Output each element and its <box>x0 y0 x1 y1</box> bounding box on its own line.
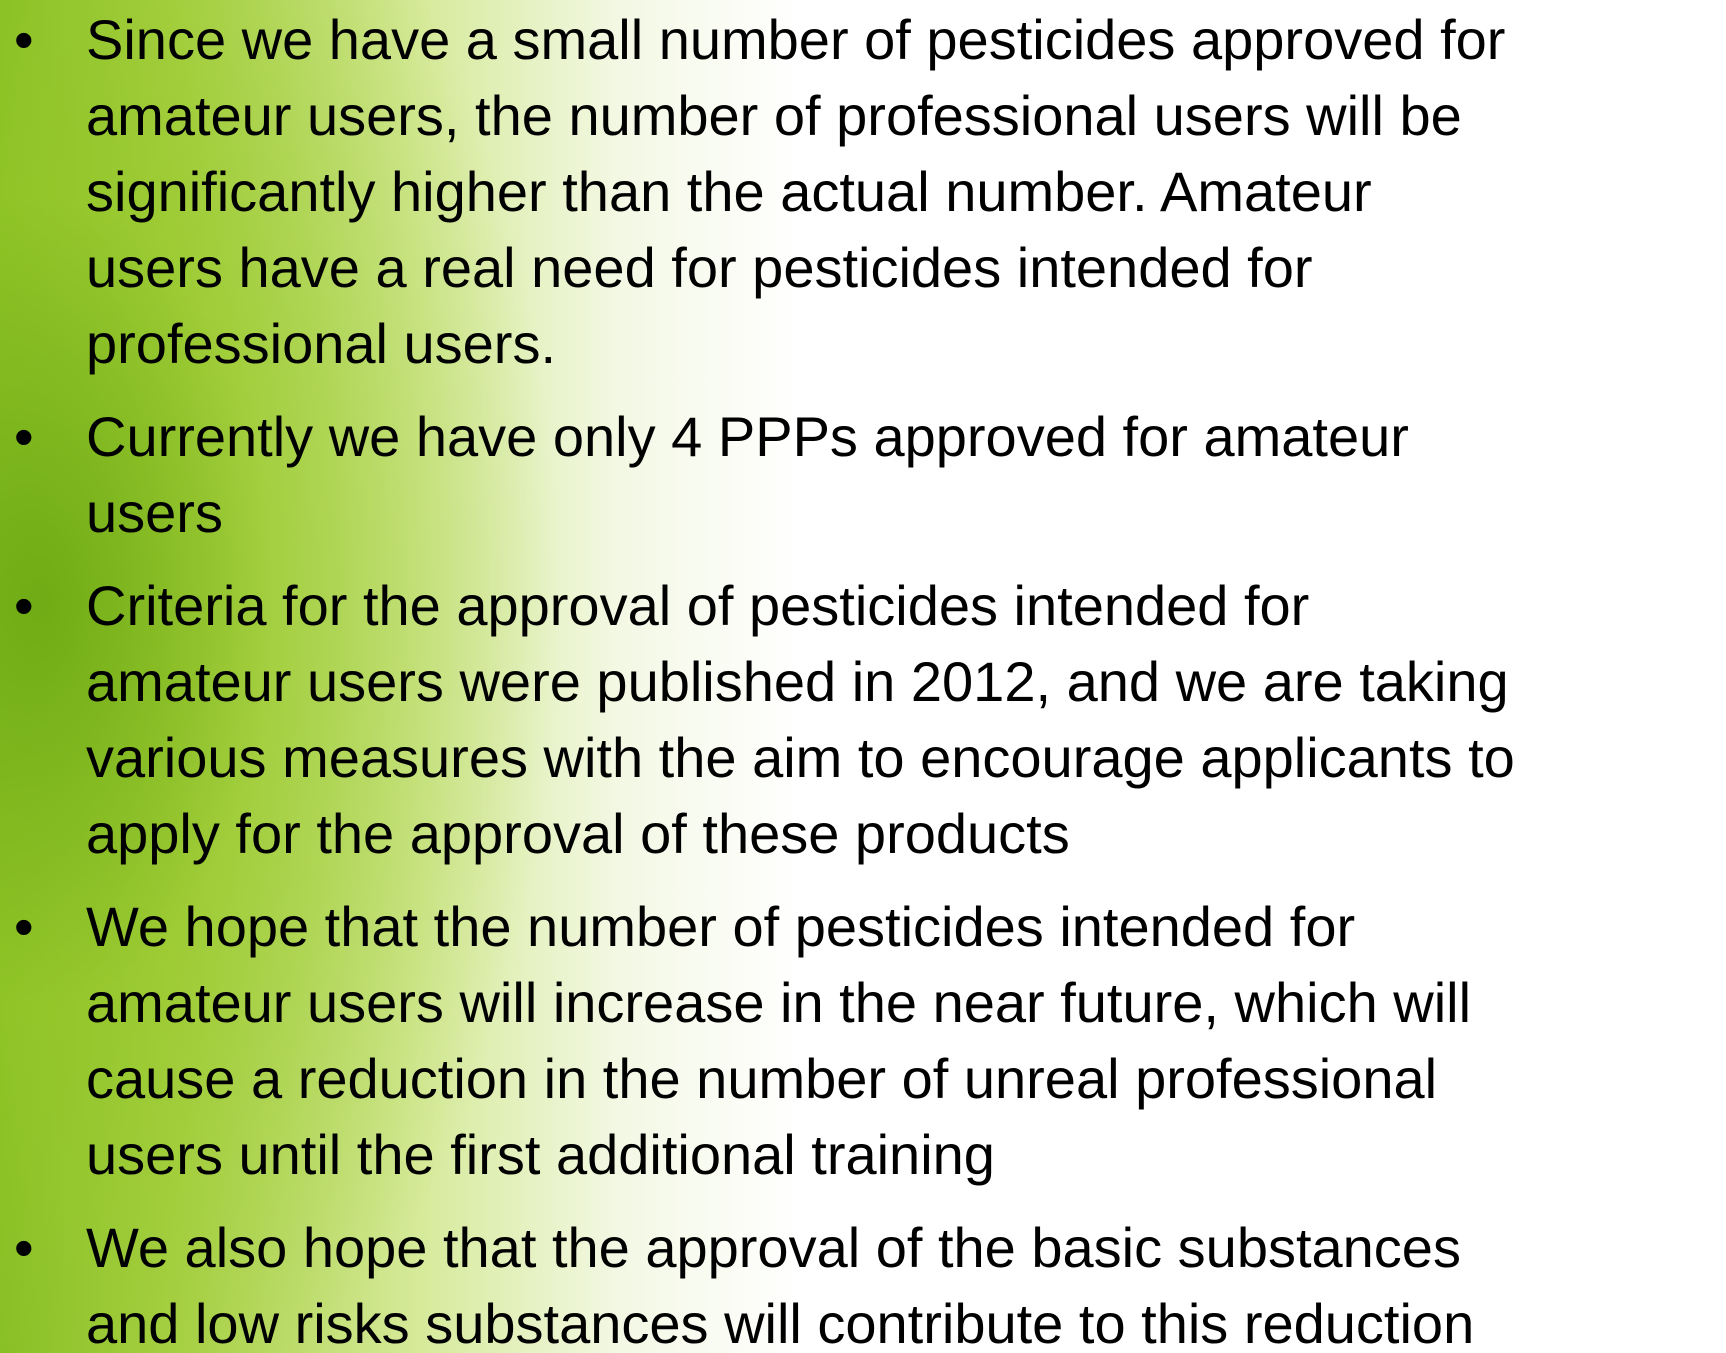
bullet-item: •We also hope that the approval of the b… <box>0 1210 1726 1353</box>
bullet-symbol: • <box>14 399 34 475</box>
bullet-text-line: Criteria for the approval of pesticides … <box>0 568 1726 644</box>
bullet-symbol: • <box>14 2 34 78</box>
bullet-text-line: significantly higher than the actual num… <box>0 154 1726 230</box>
slide: •Since we have a small number of pestici… <box>0 0 1726 1353</box>
bullet-text-line: Since we have a small number of pesticid… <box>0 2 1726 78</box>
bullet-text-line: users have a real need for pesticides in… <box>0 230 1726 306</box>
bullet-text-line: Currently we have only 4 PPPs approved f… <box>0 399 1726 475</box>
bullet-text-line: We hope that the number of pesticides in… <box>0 889 1726 965</box>
bullet-text-line: amateur users were published in 2012, an… <box>0 644 1726 720</box>
bullet-symbol: • <box>14 568 34 644</box>
bullet-item: •Since we have a small number of pestici… <box>0 2 1726 382</box>
bullet-text-line: and low risks substances will contribute… <box>0 1286 1726 1353</box>
bullet-text-line: cause a reduction in the number of unrea… <box>0 1041 1726 1117</box>
bullet-text-line: users <box>0 475 1726 551</box>
bullet-text-line: apply for the approval of these products <box>0 796 1726 872</box>
bullet-text-line: users until the first additional trainin… <box>0 1117 1726 1193</box>
bullet-text-line: professional users. <box>0 306 1726 382</box>
bullet-item: •Criteria for the approval of pesticides… <box>0 568 1726 872</box>
bullet-symbol: • <box>14 1210 34 1286</box>
bullet-symbol: • <box>14 889 34 965</box>
bullet-item: •Currently we have only 4 PPPs approved … <box>0 399 1726 551</box>
bullet-text-line: amateur users, the number of professiona… <box>0 78 1726 154</box>
bullet-item: •We hope that the number of pesticides i… <box>0 889 1726 1193</box>
bullet-text-line: amateur users will increase in the near … <box>0 965 1726 1041</box>
bullet-text-line: various measures with the aim to encoura… <box>0 720 1726 796</box>
bullet-text-line: We also hope that the approval of the ba… <box>0 1210 1726 1286</box>
bullet-list: •Since we have a small number of pestici… <box>0 2 1726 1353</box>
